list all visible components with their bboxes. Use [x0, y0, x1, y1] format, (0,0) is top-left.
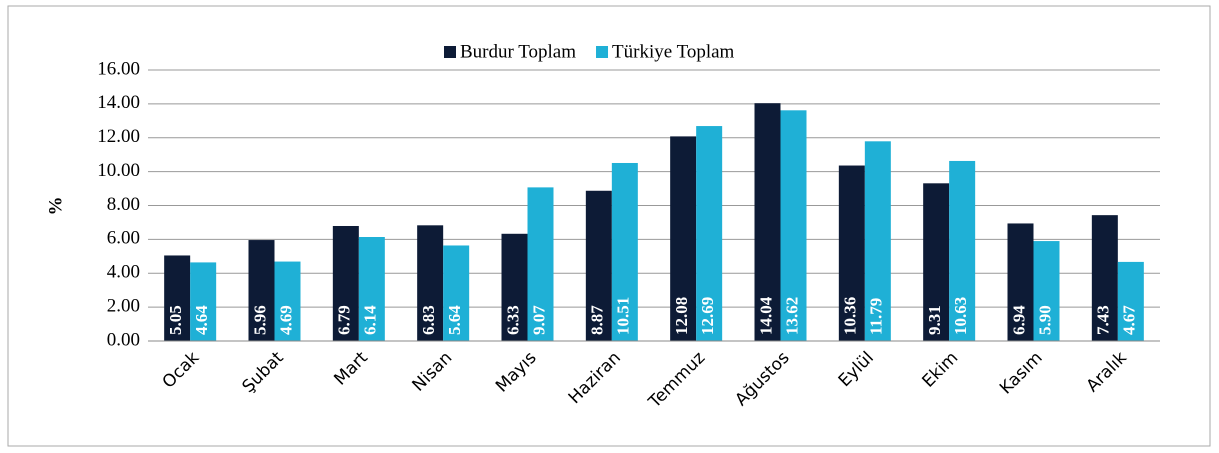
bar	[501, 233, 528, 341]
value-label: 12.69	[698, 297, 717, 335]
bar	[332, 225, 359, 341]
value-label: 10.36	[841, 297, 860, 335]
bar	[1007, 223, 1034, 341]
bar	[248, 240, 275, 341]
y-tick-label: 16.00	[97, 58, 140, 79]
value-label: 5.64	[445, 305, 464, 335]
x-tick-label: Ekim	[918, 348, 962, 392]
value-label: 10.51	[614, 297, 633, 335]
bar	[923, 183, 950, 341]
x-tick-label: Aralık	[1083, 348, 1131, 396]
value-label: 6.94	[1009, 305, 1028, 335]
y-axis-label: %	[45, 197, 66, 216]
legend-label: Türkiye Toplam	[612, 41, 735, 62]
x-tick-label: Şubat	[238, 348, 287, 397]
value-label: 4.67	[1120, 305, 1139, 335]
bar	[696, 126, 723, 341]
bar	[611, 162, 638, 341]
x-tick-label: Mart	[330, 348, 372, 390]
value-label: 14.04	[756, 296, 775, 335]
value-label: 9.31	[925, 305, 944, 335]
value-label: 6.33	[503, 305, 522, 335]
y-tick-label: 10.00	[97, 160, 140, 181]
bar	[670, 136, 697, 341]
bar	[1033, 241, 1060, 341]
y-tick-label: 4.00	[107, 262, 140, 283]
chart-border	[7, 5, 1211, 447]
legend-label: Burdur Toplam	[460, 41, 576, 62]
x-tick-label: Kasım	[996, 348, 1047, 399]
value-label: 11.79	[867, 298, 886, 335]
bar	[949, 160, 976, 341]
value-label: 5.05	[166, 305, 185, 335]
legend-swatch	[596, 46, 609, 58]
value-label: 6.83	[419, 305, 438, 335]
value-label: 13.62	[782, 297, 801, 335]
bar	[780, 110, 807, 341]
y-tick-label: 2.00	[107, 295, 140, 316]
bar	[358, 237, 385, 341]
bar	[1117, 261, 1144, 341]
x-tick-label: Eylül	[835, 348, 878, 391]
bar	[443, 245, 470, 341]
value-label: 8.87	[588, 305, 607, 335]
value-label: 6.79	[335, 305, 354, 335]
x-tick-label: Nisan	[409, 348, 457, 396]
x-tick-label: Ocak	[159, 348, 204, 393]
bar	[417, 225, 444, 341]
value-label: 4.69	[276, 305, 295, 335]
x-tick-label: Mayıs	[492, 348, 541, 397]
value-label: 5.90	[1035, 305, 1054, 335]
y-tick-label: 0.00	[107, 329, 140, 350]
bar	[190, 262, 217, 341]
bar	[164, 255, 191, 341]
value-label: 10.63	[951, 297, 970, 335]
x-tick-label: Temmuz	[644, 348, 709, 413]
value-label: 7.43	[1094, 305, 1113, 335]
y-tick-label: 14.00	[97, 92, 140, 113]
x-tick-label: Ağustos	[731, 348, 793, 410]
bar	[585, 190, 612, 341]
legend-swatch	[444, 46, 456, 58]
y-tick-label: 8.00	[107, 194, 140, 215]
bar	[274, 261, 301, 341]
value-label: 6.14	[361, 305, 380, 335]
value-label: 5.96	[250, 305, 269, 335]
x-tick-label: Haziran	[565, 348, 625, 408]
bar	[527, 187, 554, 341]
bar	[838, 165, 865, 341]
value-label: 4.64	[192, 305, 211, 335]
bar	[864, 141, 891, 341]
value-label: 9.07	[529, 305, 548, 335]
bar	[1091, 215, 1118, 341]
value-label: 12.08	[672, 297, 691, 335]
y-tick-label: 12.00	[97, 126, 140, 147]
bar	[754, 103, 781, 341]
y-tick-label: 6.00	[107, 228, 140, 249]
